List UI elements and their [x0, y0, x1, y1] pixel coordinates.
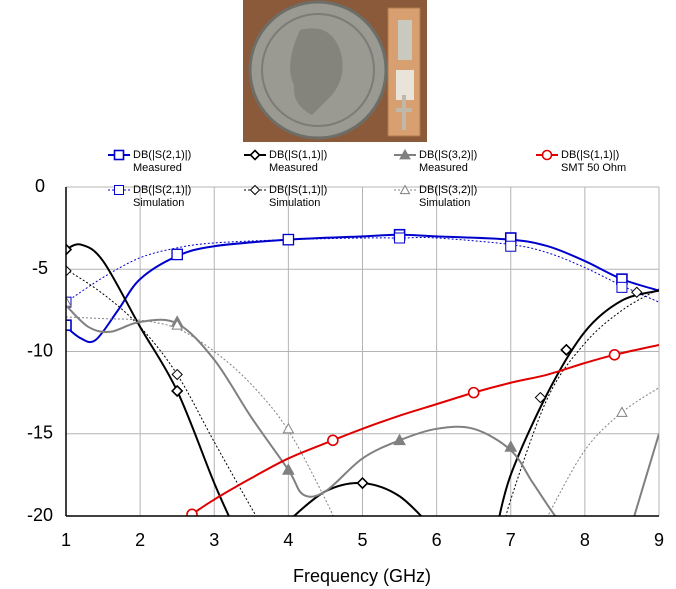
marker [66, 296, 72, 307]
x-tick-label: 1 [61, 530, 71, 550]
marker [114, 185, 124, 195]
series-line [66, 316, 659, 516]
marker [66, 243, 73, 256]
y-tick-label: 0 [35, 176, 45, 196]
marker [171, 319, 184, 330]
marker [171, 384, 184, 398]
marker [66, 319, 72, 331]
marker [608, 348, 621, 361]
series-line [188, 343, 659, 516]
x-axis-title: Frequency (GHz) [293, 566, 431, 586]
legend-note: Simulation [419, 197, 470, 209]
legend-note: Measured [419, 162, 468, 174]
y-tick-label: -20 [27, 505, 53, 525]
legend-note: Measured [133, 162, 182, 174]
marker [504, 440, 518, 452]
marker [282, 463, 295, 475]
legend-note: Simulation [269, 197, 320, 209]
legend-label: DB(|S(2,1)|) [133, 184, 191, 196]
legend-note: Simulation [133, 197, 184, 209]
series-line [66, 268, 659, 516]
marker [66, 265, 72, 277]
marker [171, 368, 183, 381]
x-tick-label: 3 [209, 530, 219, 550]
y-tick-label: -15 [27, 423, 53, 443]
marker [113, 149, 125, 161]
marker [467, 386, 480, 399]
series-line [66, 233, 659, 344]
legend-label: DB(|S(3,2)|) [419, 184, 477, 196]
marker [560, 343, 573, 356]
x-tick-label: 4 [283, 530, 293, 550]
marker [534, 391, 547, 404]
marker [171, 248, 183, 260]
series-line [66, 237, 659, 303]
marker [249, 184, 261, 196]
photo [243, 0, 427, 142]
y-tick-label: -5 [32, 258, 48, 278]
marker [393, 433, 406, 446]
marker [616, 281, 628, 293]
x-tick-label: 8 [580, 530, 590, 550]
x-tick-label: 5 [357, 530, 367, 550]
marker [541, 149, 553, 161]
y-tick-label: -10 [27, 340, 53, 360]
legend-note: SMT 50 Ohm [561, 162, 626, 174]
x-tick-label: 9 [654, 530, 664, 550]
x-tick-label: 2 [135, 530, 145, 550]
marker [282, 422, 295, 434]
marker [249, 149, 261, 161]
legend-label: DB(|S(2,1)|) [133, 149, 191, 161]
marker [399, 148, 411, 160]
marker [616, 406, 628, 417]
legend-label: DB(|S(1,1)|) [561, 149, 619, 161]
marker [631, 286, 643, 298]
legend-label: DB(|S(1,1)|) [269, 149, 327, 161]
marker [394, 232, 406, 244]
legend-note: Measured [269, 162, 318, 174]
marker [282, 234, 294, 246]
x-tick-label: 6 [432, 530, 442, 550]
marker [399, 184, 411, 195]
marker [356, 476, 369, 490]
marker [327, 434, 339, 447]
legend-label: DB(|S(1,1)|) [269, 184, 327, 196]
legend-label: DB(|S(3,2)|) [419, 149, 477, 161]
x-tick-label: 7 [506, 530, 516, 550]
marker [505, 240, 517, 252]
marker [186, 508, 198, 516]
